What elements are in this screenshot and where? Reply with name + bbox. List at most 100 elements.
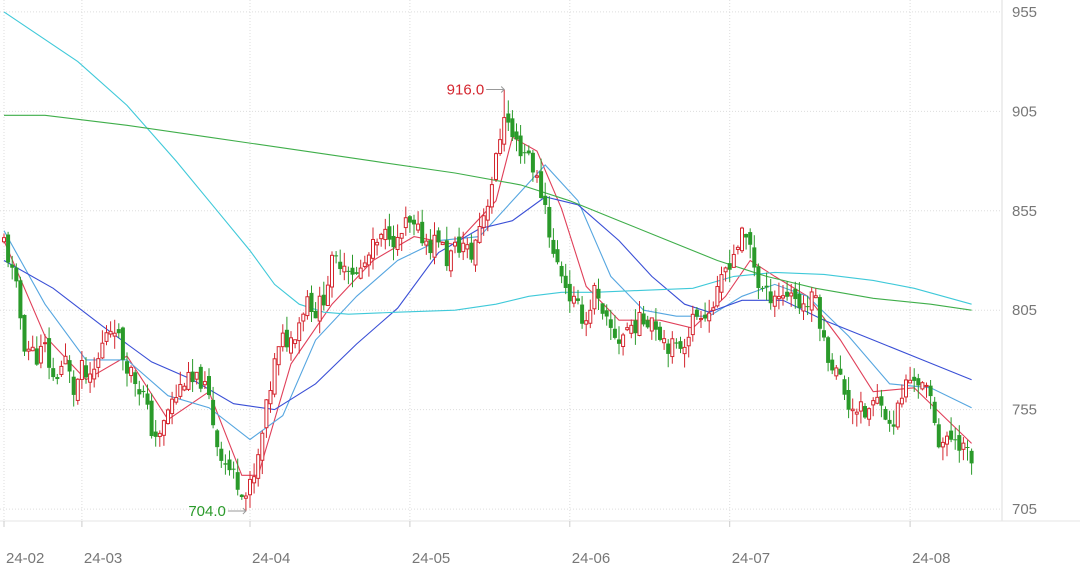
candle-body [59,365,64,375]
candle-body [694,309,699,317]
candle [100,330,105,360]
candle-body [202,381,207,386]
candle-body [366,254,371,266]
candle [399,232,404,251]
candle [448,249,453,278]
candle [125,352,129,387]
candle-body [170,398,175,415]
candle-body [744,233,749,238]
candle-body [588,309,593,324]
candle [588,299,593,329]
candle [457,227,462,258]
candle-body [190,371,195,383]
candle-body [813,295,818,299]
candle-body [153,431,158,437]
candle [912,368,917,392]
candle [699,310,703,329]
candle [785,281,790,301]
candle-body [231,468,236,470]
grid-lines [0,0,1080,522]
candle-body [432,234,437,258]
candle-body [22,314,27,352]
candle [264,399,269,438]
candle-body [104,332,109,342]
candle-body [174,397,179,403]
moving-average-line [3,11,972,315]
candle [276,346,281,376]
candle [826,335,831,372]
candle [293,339,298,349]
candle [358,259,363,280]
candle [297,317,302,354]
candle-body [235,472,240,490]
candle-body [858,401,863,412]
candle [961,437,966,461]
candle [949,417,954,443]
candle-body [284,329,289,348]
candle [830,353,835,375]
annotation-arrow [500,86,505,93]
candle-body [551,239,556,254]
candle [248,471,252,508]
candle-body [51,368,56,378]
candle [764,272,769,301]
candle-body [120,327,125,360]
candle-body [871,400,876,406]
candle [2,233,6,244]
candle-body [571,295,576,304]
candle-body [863,406,867,418]
y-tick-label: 805 [1012,302,1037,319]
candle [362,255,367,269]
candle [768,278,773,310]
candle-body [625,327,630,331]
candle-body [342,265,347,273]
candle [141,385,146,398]
candle-body [887,419,892,424]
candle-body [223,463,228,465]
candle [395,224,400,256]
candle [424,233,429,255]
candle-body [428,240,433,254]
candle-body [67,360,72,372]
candle [178,371,183,400]
candle [174,384,179,405]
candle-body [161,420,166,436]
candle [842,375,847,400]
candle [59,360,64,377]
candle-body [207,376,211,396]
candle [190,359,195,393]
candle-body [301,313,306,322]
candle-body [448,250,453,272]
candle [863,403,867,419]
candle-body [916,378,921,386]
candle [43,334,47,353]
candle-body [481,215,486,228]
candle-body [227,459,232,471]
candle-body [617,339,621,344]
moving-average-lines [3,11,972,476]
candle [666,339,671,368]
candle-body [526,150,531,154]
candle-body [157,432,162,438]
candle-body [735,246,740,250]
candle [379,232,384,247]
candle [371,227,375,270]
candle-body [678,341,683,349]
candle [645,315,650,329]
candle [793,281,798,309]
candle [120,326,125,371]
x-tick-label: 24-04 [252,550,290,567]
candle-body [96,358,101,368]
candle-body [71,376,76,395]
candle-body [703,314,708,319]
candle [526,145,531,156]
candle [895,400,900,430]
candle-body [75,378,80,401]
candle-body [26,348,31,352]
candle [530,149,535,182]
candle-body [485,205,490,221]
candle [694,307,699,320]
candle [633,309,638,345]
candle [461,231,466,261]
candle [387,213,392,247]
